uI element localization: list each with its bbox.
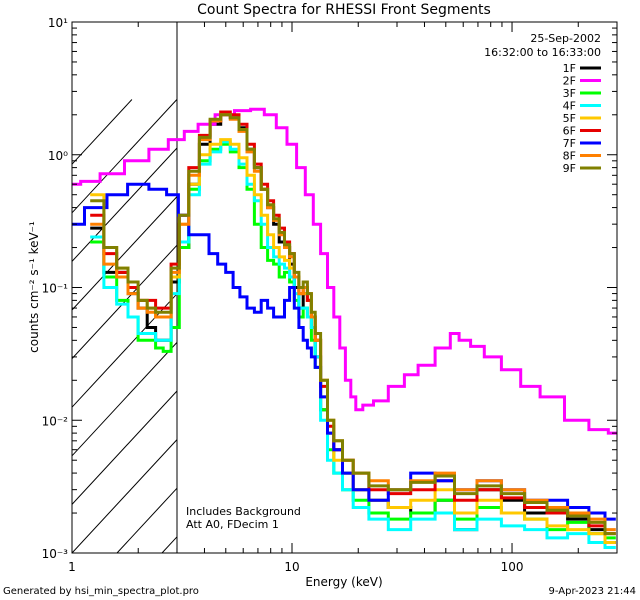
x-axis-label: Energy (keV) — [305, 575, 382, 589]
axis-ticks — [71, 21, 618, 554]
legend-label-5F: 5F — [563, 112, 576, 125]
hatch-line — [387, 100, 640, 553]
series-2F-line — [72, 107, 617, 435]
legend-label-1F: 1F — [563, 62, 576, 75]
series-7F-line — [72, 182, 616, 521]
x-tick-label: 10 — [284, 560, 299, 574]
hatch-line — [72, 390, 177, 506]
annotation-attenuator: Att A0, FDecim 1 — [186, 518, 279, 531]
date-label: 25-Sep-2002 — [530, 32, 601, 45]
y-tick-label: 10⁻² — [42, 414, 69, 428]
data-series — [72, 107, 617, 549]
series-9F-line — [90, 113, 616, 536]
hatch-line — [72, 244, 177, 360]
footer-generated-by: Generated by hsi_min_spectra_plot.pro — [3, 586, 199, 597]
hatch-line — [72, 438, 177, 553]
hatch-line — [72, 99, 133, 165]
hatched-region — [72, 99, 640, 553]
x-tick-labels: 1 10 100 — [68, 560, 523, 574]
hatch-line — [72, 147, 177, 263]
legend-label-7F: 7F — [563, 137, 576, 150]
legend-label-2F: 2F — [563, 75, 576, 88]
legend-label-4F: 4F — [563, 100, 576, 113]
hatch-line — [432, 100, 640, 553]
footer-timestamp: 9-Apr-2023 21:44 — [549, 586, 636, 597]
annotation-background: Includes Background — [186, 505, 301, 518]
y-tick-label: 10⁻³ — [42, 547, 69, 561]
time-range-label: 16:32:00 to 16:33:00 — [484, 46, 601, 59]
hatch-line — [567, 100, 640, 553]
chart-title: Count Spectra for RHESSI Front Segments — [197, 2, 491, 18]
y-tick-label: 10¹ — [48, 16, 68, 30]
legend-label-6F: 6F — [563, 125, 576, 138]
legend-label-3F: 3F — [563, 87, 576, 100]
x-tick-label: 1 — [68, 560, 76, 574]
y-tick-label: 10⁻¹ — [42, 282, 69, 296]
y-tick-label: 10⁰ — [48, 149, 68, 163]
legend-label-8F: 8F — [563, 150, 576, 163]
x-tick-label: 100 — [501, 560, 524, 574]
legend-label-9F: 9F — [563, 162, 576, 175]
y-axis-label: counts cm⁻² s⁻¹ keV⁻¹ — [27, 221, 41, 353]
y-tick-labels: 10⁻³ 10⁻² 10⁻¹ 10⁰ 10¹ — [42, 16, 69, 561]
